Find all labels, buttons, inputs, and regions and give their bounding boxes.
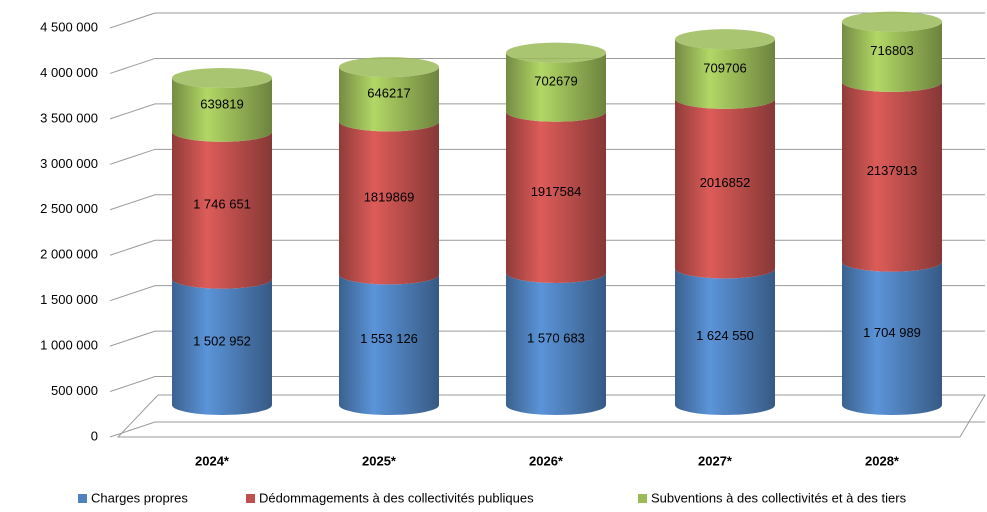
y-tick-label: 500 000: [51, 383, 98, 398]
data-label: 1 746 651: [193, 197, 251, 212]
legend-marker: [78, 494, 87, 503]
y-tick-label: 2 000 000: [40, 247, 98, 262]
bar-segment: [842, 21, 942, 92]
bar-top: [842, 11, 942, 32]
data-label: 1 553 126: [360, 331, 418, 346]
bar-segment: [172, 278, 272, 415]
legend-marker: [246, 494, 255, 503]
data-label: 2016852: [700, 175, 751, 190]
x-tick-label: 2024*: [195, 453, 230, 468]
grid-line: [109, 12, 985, 29]
bar-segment: [339, 274, 439, 415]
x-tick-label: 2025*: [362, 453, 397, 468]
floor: [116, 394, 986, 438]
y-tick-label: 2 500 000: [40, 201, 98, 216]
x-tick-label: 2026*: [529, 453, 564, 468]
grid-line: [109, 421, 985, 438]
bar-segment: [842, 261, 942, 415]
y-tick-label: 1 500 000: [40, 292, 98, 307]
bar-segment: [506, 52, 606, 122]
bar-segment: [675, 98, 775, 279]
data-label: 1819869: [364, 189, 415, 204]
bar-top: [339, 57, 439, 78]
data-label: 646217: [367, 86, 410, 101]
data-label: 702679: [534, 74, 577, 89]
bar-segment: [506, 111, 606, 283]
bar-segment: [842, 81, 942, 272]
bar-segment: [339, 121, 439, 285]
y-tick-label: 3 500 000: [40, 110, 98, 125]
data-label: 639819: [200, 96, 243, 111]
data-label: 1 704 989: [863, 325, 921, 340]
bar-top: [172, 68, 272, 88]
legend-label: Dédommagements à des collectivités publi…: [259, 490, 534, 505]
x-tick-label: 2028*: [865, 453, 900, 468]
y-tick-label: 4 000 000: [40, 65, 98, 80]
y-tick-label: 4 500 000: [40, 19, 98, 34]
bar-segment: [172, 131, 272, 289]
bar-segment: [675, 39, 775, 109]
legend-label: Charges propres: [91, 490, 188, 505]
legend-marker: [638, 494, 647, 503]
legend-label: Subventions à des collectivités et à des…: [651, 490, 907, 505]
data-label: 1917584: [531, 184, 582, 199]
data-label: 1 624 550: [696, 328, 754, 343]
data-label: 2137913: [867, 163, 918, 178]
x-tick-label: 2027*: [698, 453, 733, 468]
bar-segment: [675, 268, 775, 415]
bar-segment: [506, 272, 606, 415]
data-label: 1 502 952: [193, 333, 251, 348]
bar-top: [506, 42, 606, 63]
bar-top: [675, 29, 775, 50]
data-label: 709706: [703, 60, 746, 75]
y-tick-label: 0: [91, 428, 98, 443]
y-tick-label: 3 000 000: [40, 156, 98, 171]
y-tick-label: 1 000 000: [40, 338, 98, 353]
bar-segment: [172, 78, 272, 142]
data-label: 1 570 683: [527, 330, 585, 345]
bar-segment: [339, 67, 439, 132]
data-label: 716803: [870, 43, 913, 58]
